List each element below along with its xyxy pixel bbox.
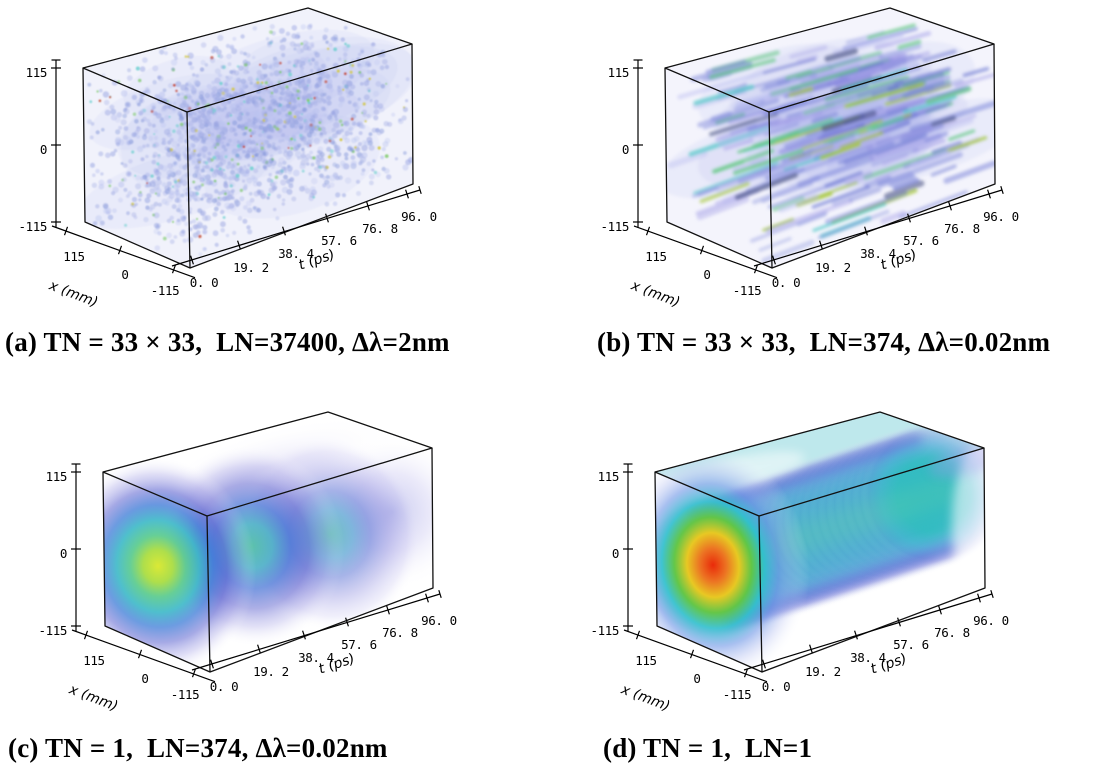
t-axis: 0. 019. 238. 457. 676. 896. 0t (ps)	[171, 186, 437, 290]
tick-label: -115	[600, 219, 629, 234]
plot-box-edges	[664, 7, 996, 269]
tick-label: 0	[40, 142, 47, 157]
axes: 115 0 -115 115 0 -115 x (mm) 0. 0 19. 2 38. 4 57. …	[18, 59, 437, 311]
panel-a: 115 0 -115 115 0 -115 x (mm) 0. 0 19. 2 38. 4 57. …	[0, 0, 500, 320]
tick-label: 76. 8	[934, 625, 970, 640]
tick-label: 0	[703, 267, 710, 282]
tick-label: -115	[733, 283, 762, 298]
axis-title-x: x (mm)	[628, 277, 682, 311]
tick-label: 38. 4	[860, 246, 896, 261]
axis-title-x: x (mm)	[46, 277, 100, 311]
volume-render-speckle	[83, 8, 413, 268]
plot-3d-c: 115 0 -115 115 0 -115 x (mm) 0. 0 19. 2 38. 4 57. …	[38, 411, 457, 715]
tick-label: 38. 4	[298, 650, 334, 665]
tick-label: 0	[60, 546, 67, 561]
plot-3d-a: 115 0 -115 115 0 -115 x (mm) 0. 0 19. 2 38. 4 57. …	[18, 7, 437, 311]
tick-label: 115	[26, 65, 47, 80]
tick-label: 115	[635, 653, 656, 668]
t-axis: 0. 019. 238. 457. 676. 896. 0t (ps)	[191, 590, 457, 694]
tick-label: 0. 0	[190, 275, 219, 290]
panel-c: 115 0 -115 115 0 -115 x (mm) 0. 0 19. 2 38. 4 57. …	[20, 404, 520, 724]
tick-label: -115	[171, 687, 200, 702]
tick-label: 0. 0	[210, 679, 239, 694]
tick-label: 96. 0	[401, 209, 437, 224]
volume-render-streaks	[665, 8, 995, 268]
tick-label: -115	[723, 687, 752, 702]
tick-label: 38. 4	[850, 650, 886, 665]
tick-label: 115	[83, 653, 104, 668]
t-axis: 0. 019. 238. 457. 676. 896. 0t (ps)	[753, 186, 1019, 290]
tick-label: -115	[590, 623, 619, 638]
plot-3d-d: 115 0 -115 115 0 -115 x (mm) 0. 0 19. 2 38. 4 57. …	[590, 411, 1009, 715]
tick-label: 115	[598, 469, 619, 484]
caption-a: (a) TN = 33 × 33, LN=37400, Δλ=2nm	[5, 327, 450, 357]
tick-label: 115	[645, 249, 666, 264]
tick-label: 0. 0	[762, 679, 791, 694]
tick-label: -115	[38, 623, 67, 638]
axis-title-x: x (mm)	[66, 681, 120, 715]
panel-b: 115 0 -115 115 0 -115 x (mm) 0. 0 19. 2 38. 4 57. …	[582, 0, 1082, 320]
plot-3d-b: 115 0 -115 115 0 -115 x (mm) 0. 0 19. 2 38. 4 57. …	[600, 7, 1019, 311]
tick-label: 0	[622, 142, 629, 157]
tick-label: 96. 0	[983, 209, 1019, 224]
tick-label: 76. 8	[944, 221, 980, 236]
tick-label: 57. 6	[903, 233, 939, 248]
caption-c: (c) TN = 1, LN=374, Δλ=0.02nm	[8, 733, 388, 763]
t-axis: 0. 019. 238. 457. 676. 896. 0t (ps)	[743, 590, 1009, 694]
tick-label: 76. 8	[382, 625, 418, 640]
tick-label: 76. 8	[362, 221, 398, 236]
axis-title-x: x (mm)	[618, 681, 672, 715]
panel-d: 115 0 -115 115 0 -115 x (mm) 0. 0 19. 2 38. 4 57. …	[572, 404, 1072, 724]
caption-d: (d) TN = 1, LN=1	[603, 733, 813, 763]
tick-label: 38. 4	[278, 246, 314, 261]
tick-label: 115	[63, 249, 84, 264]
tick-label: 19. 2	[815, 260, 851, 275]
tick-label: 0. 0	[772, 275, 801, 290]
plot-box-edges	[654, 411, 986, 673]
plot-box-edges	[82, 7, 414, 269]
tick-label: 19. 2	[233, 260, 269, 275]
volume-render-blobs	[103, 412, 433, 672]
y-axis: 115 0 -115	[600, 59, 643, 234]
caption-b: (b) TN = 33 × 33, LN=374, Δλ=0.02nm	[597, 327, 1051, 357]
volume-render-beam	[655, 412, 985, 672]
y-axis: 115 0 -115	[38, 463, 81, 638]
tick-label: 57. 6	[321, 233, 357, 248]
tick-label: 115	[608, 65, 629, 80]
tick-label: 0	[612, 546, 619, 561]
tick-label: 19. 2	[805, 664, 841, 679]
y-axis: 115 0 -115	[18, 59, 61, 234]
tick-label: 19. 2	[253, 664, 289, 679]
tick-label: -115	[18, 219, 47, 234]
tick-label: 96. 0	[973, 613, 1009, 628]
tick-label: 0	[121, 267, 128, 282]
tick-label: -115	[151, 283, 180, 298]
y-axis: 115 0 -115	[590, 463, 633, 638]
plot-box-edges	[102, 411, 434, 673]
tick-label: 0	[693, 671, 700, 686]
tick-label: 0	[141, 671, 148, 686]
tick-label: 57. 6	[893, 637, 929, 652]
tick-label: 96. 0	[421, 613, 457, 628]
tick-label: 57. 6	[341, 637, 377, 652]
tick-label: 115	[46, 469, 67, 484]
